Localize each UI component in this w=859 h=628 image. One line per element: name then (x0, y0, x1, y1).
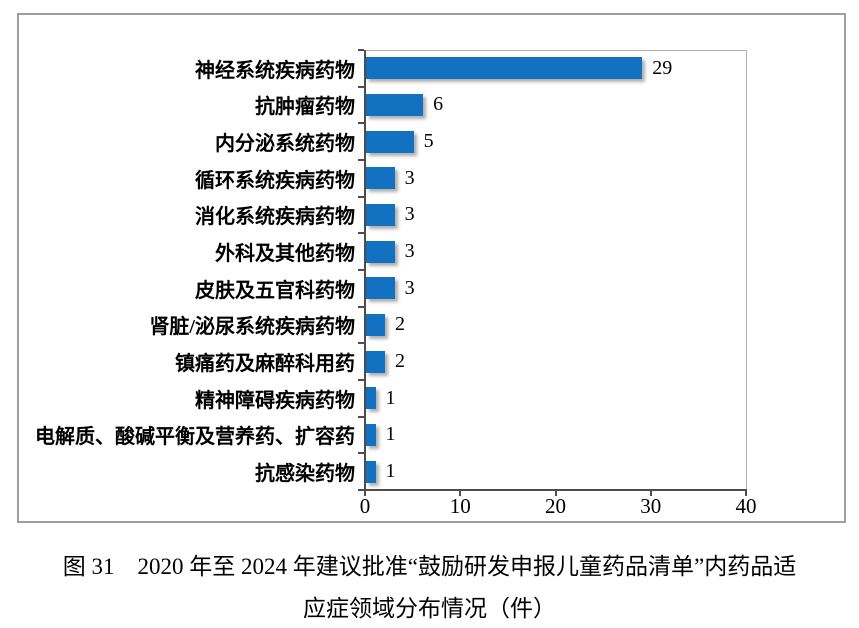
category-row: 电解质、酸碱平衡及营养药、扩容药 1 (0, 417, 859, 454)
x-axis-tick-mark (745, 490, 747, 496)
bar (366, 350, 386, 373)
caption-line-2: 应症领域分布情况（件） (303, 596, 556, 621)
value-label: 3 (404, 166, 415, 189)
y-axis-line (363, 50, 366, 490)
y-axis-tick-mark (358, 85, 364, 88)
category-row: 神经系统疾病药物 29 (0, 50, 859, 87)
category-row: 抗感染药物 1 (0, 453, 859, 490)
x-axis-tick-label: 0 (359, 494, 371, 518)
category-label: 镇痛药及麻醉科用药 (175, 353, 355, 376)
category-row: 精神障碍疾病药物 1 (0, 380, 859, 417)
y-axis-tick-mark (358, 122, 364, 125)
value-label: 5 (423, 130, 434, 153)
category-label: 循环系统疾病药物 (195, 169, 355, 192)
category-label: 消化系统疾病药物 (195, 206, 355, 229)
category-label: 电解质、酸碱平衡及营养药、扩容药 (35, 426, 355, 449)
y-axis-tick-mark (358, 195, 364, 198)
category-label: 神经系统疾病药物 (195, 59, 355, 82)
value-label: 1 (385, 386, 396, 409)
category-row: 循环系统疾病药物 3 (0, 160, 859, 197)
category-label: 外科及其他药物 (215, 243, 355, 266)
value-label: 2 (395, 313, 406, 336)
value-label: 3 (404, 276, 415, 299)
y-axis-tick-mark (358, 232, 364, 235)
bar (366, 167, 395, 190)
caption-line-1: 图 31 2020 年至 2024 年建议批准“鼓励研发申报儿童药品清单”内药品… (62, 554, 797, 579)
y-axis-tick-mark (358, 489, 364, 491)
category-row: 抗肿瘤药物 6 (0, 87, 859, 124)
y-axis-tick-mark (358, 452, 364, 455)
bar (366, 57, 643, 80)
value-label: 3 (404, 203, 415, 226)
value-label: 1 (385, 423, 396, 446)
bar (366, 460, 376, 483)
chart-frame (17, 13, 846, 523)
y-axis-tick-mark (358, 379, 364, 381)
category-row: 肾脏/泌尿系统疾病药物 2 (0, 307, 859, 344)
y-axis-tick-mark (358, 49, 364, 51)
bar (366, 277, 395, 300)
bar (366, 93, 424, 116)
category-label: 抗感染药物 (255, 463, 355, 486)
x-axis-tick-label: 40 (735, 494, 757, 518)
category-row: 消化系统疾病药物 3 (0, 197, 859, 234)
value-label: 2 (395, 350, 406, 373)
x-axis-tick-label: 30 (640, 494, 662, 518)
bar (366, 423, 376, 446)
x-axis-tick-label: 20 (545, 494, 566, 518)
category-label: 精神障碍疾病药物 (195, 389, 355, 412)
value-label: 6 (433, 93, 444, 116)
x-axis-tick-label: 10 (449, 494, 471, 518)
bar (366, 313, 386, 336)
x-axis-tick-mark (459, 490, 462, 496)
y-axis-tick-mark (358, 342, 364, 345)
category-label: 抗肿瘤药物 (255, 96, 355, 119)
bar (366, 387, 376, 410)
y-axis-tick-mark (358, 269, 364, 271)
value-label: 1 (385, 460, 396, 483)
bar (366, 203, 395, 226)
bar (366, 130, 414, 153)
figure-caption: 图 31 2020 年至 2024 年建议批准“鼓励研发申报儿童药品清单”内药品… (0, 546, 859, 628)
y-axis-tick-mark (358, 305, 364, 308)
bar (366, 240, 395, 263)
value-label: 3 (404, 240, 415, 263)
category-label: 肾脏/泌尿系统疾病药物 (149, 316, 355, 339)
category-row: 镇痛药及麻醉科用药 2 (0, 343, 859, 380)
plot-area-right-border (746, 50, 747, 490)
category-label: 内分泌系统药物 (215, 133, 355, 156)
category-row: 外科及其他药物 3 (0, 233, 859, 270)
plot-area-top-border (365, 50, 747, 51)
category-label: 皮肤及五官科药物 (195, 279, 355, 302)
x-axis-tick-mark (649, 490, 652, 496)
y-axis-tick-mark (358, 415, 364, 418)
value-label: 29 (652, 56, 673, 79)
x-axis-tick-mark (554, 490, 557, 496)
category-row: 皮肤及五官科药物 3 (0, 270, 859, 307)
x-axis-tick-mark (364, 490, 366, 496)
category-row: 内分泌系统药物 5 (0, 123, 859, 160)
y-axis-tick-mark (358, 159, 364, 161)
